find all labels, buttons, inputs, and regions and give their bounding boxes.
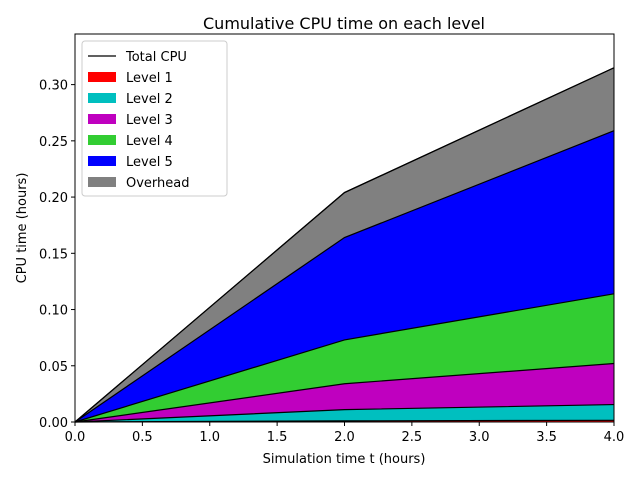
x-tick-label: 3.0 (469, 430, 490, 445)
legend-label: Level 3 (126, 113, 173, 128)
y-tick-label: 0.25 (39, 135, 68, 150)
boundary-level-3 (74, 362, 615, 423)
area-level-5 (75, 130, 614, 422)
y-tick-label: 0.00 (39, 416, 68, 431)
area-overhead (75, 67, 614, 423)
legend-swatch (88, 177, 116, 187)
legend-item-level-5: Level 5 (88, 155, 173, 170)
legend-label: Level 1 (126, 71, 173, 86)
legend-item-level-2: Level 2 (88, 92, 173, 107)
y-axis: 0.00 0.05 0.10 0.15 0.20 0.25 0.30 (39, 79, 75, 431)
legend-box (81, 40, 228, 197)
x-axis: 0.0 0.5 1.0 1.5 2.0 2.5 3.0 3.5 4.0 (65, 422, 625, 445)
legend-item-level-3: Level 3 (88, 113, 173, 128)
y-tick-label: 0.05 (39, 360, 68, 375)
boundary-level-2 (74, 403, 615, 423)
legend-label: Level 5 (126, 155, 173, 170)
legend-label: Total CPU (125, 50, 187, 65)
legend-item-total-cpu: Total CPU (88, 50, 187, 65)
x-tick-label: 1.5 (267, 430, 288, 445)
legend-item-level-4: Level 4 (88, 134, 173, 149)
area-level-2 (75, 404, 614, 422)
legend-swatch (88, 156, 116, 166)
area-level-3 (75, 363, 614, 422)
legend: Total CPU Level 1 Level 2 Level 3 Level 4 Lev… (81, 40, 228, 197)
area-layers (75, 67, 614, 423)
x-tick-label: 1.0 (199, 430, 220, 445)
x-tick-label: 2.5 (402, 430, 423, 445)
legend-swatch (88, 93, 116, 103)
legend-swatch (88, 114, 116, 124)
legend-item-level-1: Level 1 (88, 71, 173, 86)
area-level-4 (75, 293, 614, 422)
legend-item-overhead: Overhead (88, 176, 190, 191)
legend-swatch (88, 135, 116, 145)
y-tick-label: 0.15 (39, 247, 68, 262)
legend-label: Overhead (126, 176, 190, 191)
x-tick-label: 3.5 (536, 430, 557, 445)
y-axis-label: CPU time (hours) (15, 173, 30, 284)
boundary-level-5 (74, 130, 615, 423)
boundary-level-4 (74, 293, 615, 423)
x-tick-label: 0.5 (132, 430, 153, 445)
y-tick-label: 0.10 (39, 304, 68, 319)
legend-label: Level 4 (126, 134, 173, 149)
y-tick-label: 0.20 (39, 191, 68, 206)
total-cpu-line (74, 67, 615, 423)
x-axis-label: Simulation time t (hours) (263, 452, 426, 467)
y-tick-label: 0.30 (39, 79, 68, 94)
legend-label: Level 2 (126, 92, 173, 107)
x-tick-label: 2.0 (334, 430, 355, 445)
x-tick-label: 4.0 (604, 430, 625, 445)
x-tick-label: 0.0 (65, 430, 86, 445)
chart-title: Cumulative CPU time on each level (203, 14, 485, 33)
legend-swatch (88, 72, 116, 82)
